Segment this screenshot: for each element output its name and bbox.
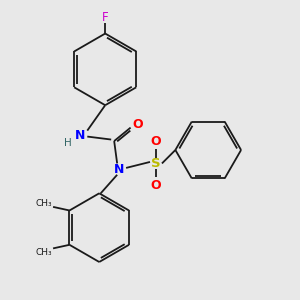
Text: N: N	[113, 163, 124, 176]
Text: CH₃: CH₃	[36, 248, 52, 257]
Text: N: N	[75, 129, 85, 142]
Text: S: S	[151, 157, 161, 170]
Text: H: H	[64, 137, 72, 148]
Text: F: F	[102, 11, 109, 24]
Text: CH₃: CH₃	[36, 199, 52, 208]
Text: O: O	[133, 118, 143, 131]
Text: O: O	[151, 134, 161, 148]
Text: O: O	[151, 179, 161, 192]
